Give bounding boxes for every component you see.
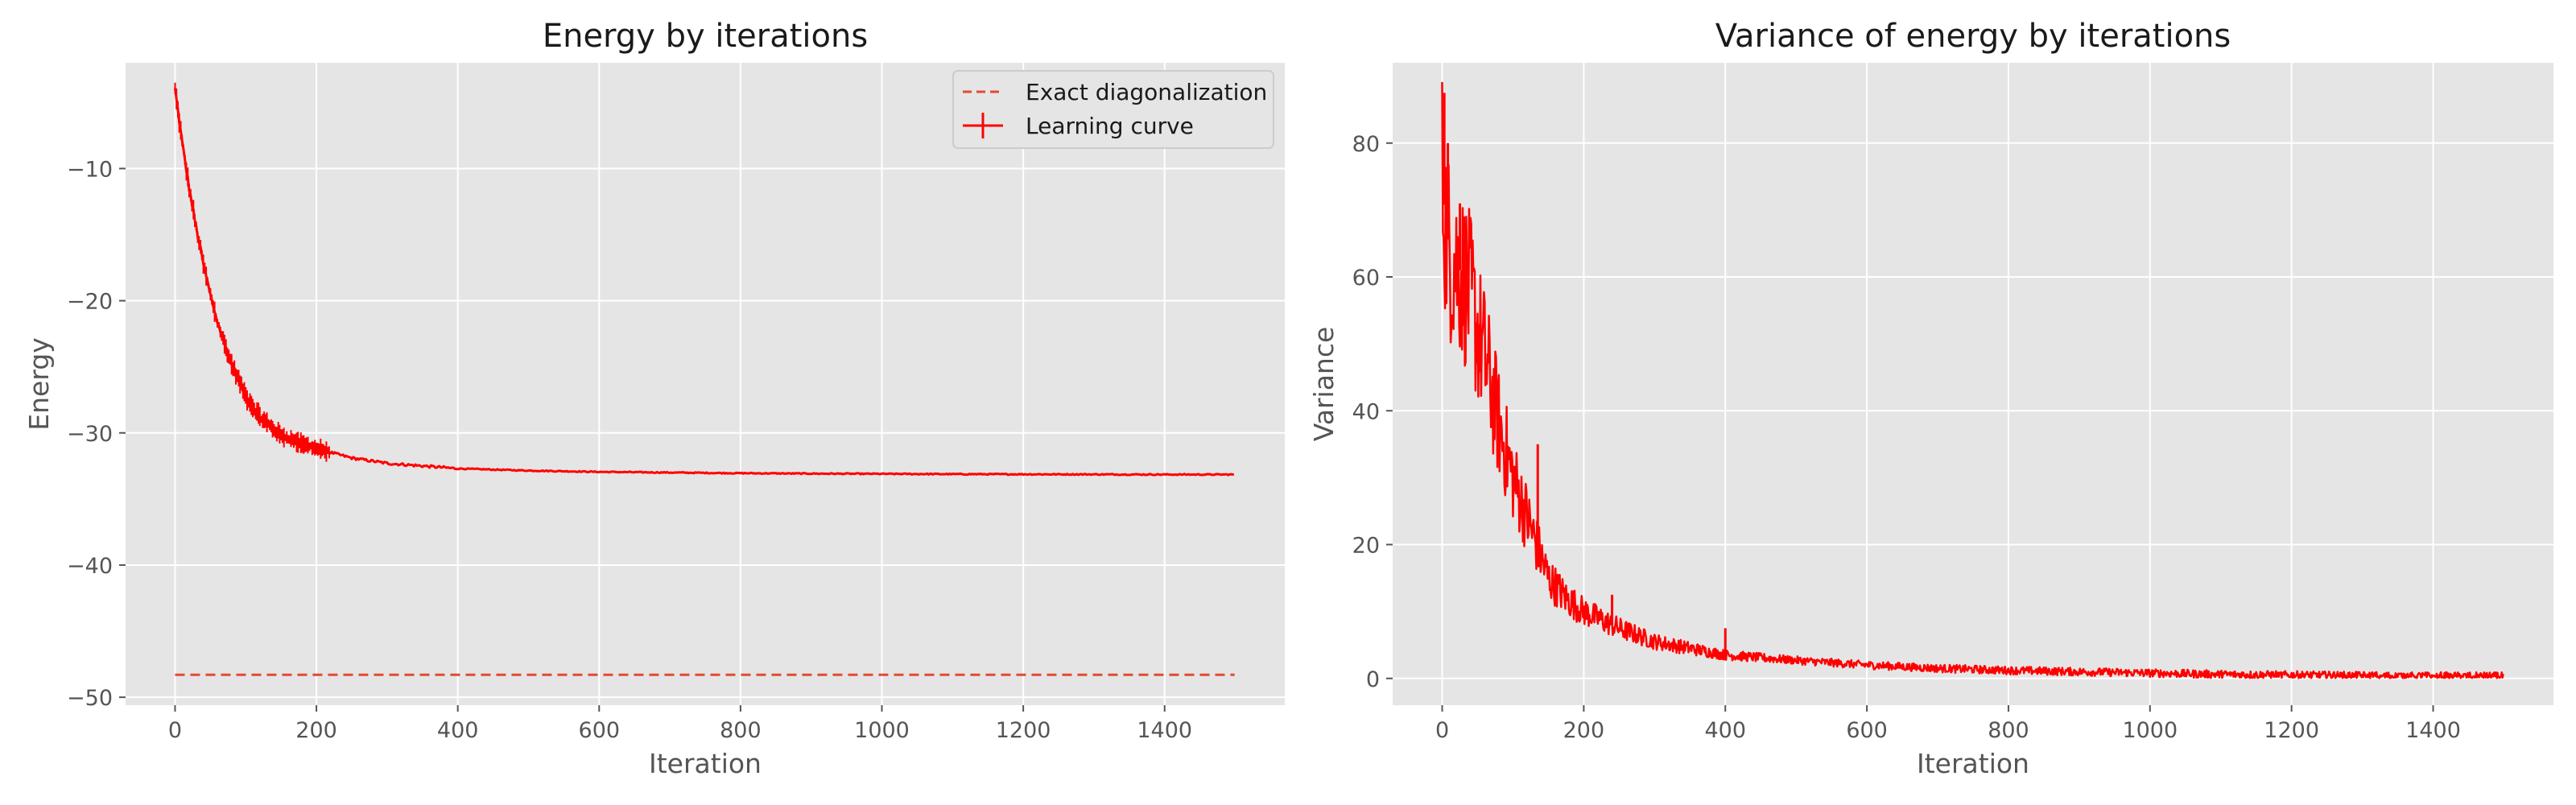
x-tick-label: 0 — [168, 718, 182, 743]
x-tick-label: 400 — [1704, 718, 1746, 743]
y-tick-label: 40 — [1352, 399, 1380, 424]
y-tick-label: 80 — [1352, 132, 1380, 157]
y-tick-label: −40 — [67, 554, 113, 579]
x-tick-label: 1000 — [2122, 718, 2178, 743]
energy-series — [174, 82, 1235, 676]
y-tick-label: 20 — [1352, 534, 1380, 559]
energy-chart-title: Energy by iterations — [543, 18, 868, 55]
variance-y-axis-label: Variance — [1308, 327, 1340, 442]
x-tick-label: 1400 — [1137, 718, 1192, 743]
legend-frame — [952, 70, 1274, 149]
x-tick-label: 200 — [295, 718, 337, 743]
x-tick-label: 600 — [1846, 718, 1888, 743]
y-tick-label: −20 — [67, 290, 113, 315]
x-tick-label: 1200 — [2264, 718, 2319, 743]
x-tick-label: 400 — [437, 718, 479, 743]
variance-x-axis-label: Iteration — [1917, 748, 2029, 779]
learning-curve-line — [174, 88, 1234, 477]
variance-x-ticks: 0 200 400 600 800 1000 1200 1400 — [1435, 705, 2461, 743]
variance-series — [1441, 81, 2504, 679]
energy-x-ticks: 0 200 400 600 800 1000 1200 1400 — [168, 705, 1192, 743]
energy-plot-background — [126, 63, 1285, 705]
energy-y-ticks: −50 −40 −30 −20 −10 — [67, 157, 126, 711]
x-tick-label: 1000 — [854, 718, 910, 743]
x-tick-label: 200 — [1563, 718, 1605, 743]
y-tick-label: −30 — [67, 422, 113, 447]
x-tick-label: 600 — [579, 718, 621, 743]
variance-chart: 0 200 400 600 800 1000 1200 1400 0 20 40 60 80 Vari… — [1308, 18, 2553, 779]
series-0-line — [1441, 81, 2504, 679]
y-tick-label: −10 — [67, 157, 113, 182]
x-tick-label: 1200 — [996, 718, 1051, 743]
x-tick-label: 800 — [720, 718, 762, 743]
legend-label-learning-curve: Learning curve — [1026, 113, 1194, 139]
legend-label-exact-diagonalization: Exact diagonalization — [1026, 79, 1267, 105]
y-tick-label: −50 — [67, 686, 113, 711]
x-tick-label: 800 — [1988, 718, 2029, 743]
y-tick-label: 60 — [1352, 266, 1380, 291]
variance-gridlines — [1393, 63, 2553, 705]
energy-gridlines — [126, 63, 1285, 705]
x-tick-label: 0 — [1435, 718, 1449, 743]
energy-legend: Exact diagonalization Learning curve — [952, 70, 1274, 149]
variance-y-ticks: 0 20 40 60 80 — [1352, 132, 1393, 692]
y-tick-label: 0 — [1366, 667, 1380, 692]
variance-chart-title: Variance of energy by iterations — [1715, 18, 2231, 55]
energy-chart: 0 200 400 600 800 1000 1200 1400 −50 −40 −30 −20 −1… — [23, 18, 1285, 779]
x-tick-label: 1400 — [2405, 718, 2461, 743]
variance-plot-background — [1393, 63, 2553, 705]
energy-x-axis-label: Iteration — [649, 748, 762, 779]
energy-y-axis-label: Energy — [23, 337, 55, 431]
